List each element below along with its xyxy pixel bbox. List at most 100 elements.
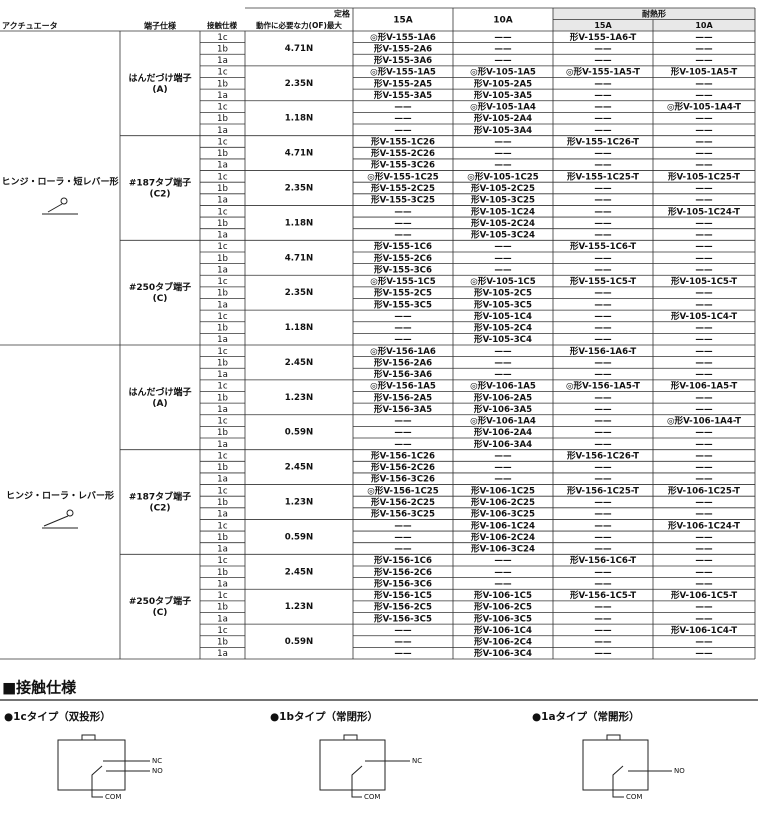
contact-cell: 1c [217, 451, 227, 461]
model-cell: —— [394, 417, 412, 427]
contact-cell: 1b [217, 568, 228, 578]
model-cell: 形V-155-1C26-T [567, 135, 639, 147]
contact-cell: 1b [217, 324, 228, 334]
contact-cell: 1c [217, 312, 227, 322]
model-cell: ◎形V-106-1A5 [470, 380, 536, 392]
model-cell: ◎形V-155-1A5-T [566, 66, 640, 78]
model-cell: 形V-105-3C4 [474, 333, 532, 345]
model-cell: —— [594, 463, 612, 473]
model-cell: —— [594, 545, 612, 555]
contact-cell: 1a [217, 545, 228, 555]
model-cell: —— [594, 91, 612, 101]
force-cell: 2.45N [285, 463, 313, 473]
model-cell: —— [695, 533, 713, 543]
model-cell: —— [695, 475, 713, 485]
model-cell: —— [494, 451, 512, 461]
model-cell: —— [695, 91, 713, 101]
model-cell: —— [695, 161, 713, 171]
contact-cell: 1a [217, 265, 228, 275]
contact-cell: 1c [217, 626, 227, 636]
model-cell: —— [394, 207, 412, 217]
model-cell: 形V-105-1C4 [474, 310, 532, 322]
model-cell: ◎形V-156-1A5-T [566, 380, 640, 392]
header-heat-15a: 15A [594, 21, 612, 30]
model-cell: —— [695, 638, 713, 648]
model-cell: 形V-155-3C5 [374, 298, 432, 310]
switch-contacts [91, 760, 150, 798]
model-cell: 形V-105-1C5-T [671, 275, 737, 287]
model-cell: ◎形V-155-1A6 [370, 31, 436, 43]
model-cell: —— [594, 312, 612, 322]
model-cell: —— [594, 79, 612, 89]
terminal-sub: (C) [153, 294, 168, 304]
model-cell: —— [594, 440, 612, 450]
model-cell: —— [494, 370, 512, 380]
contact-cell: 1b [217, 463, 228, 473]
model-cell: 形V-156-1C26-T [567, 449, 639, 461]
contact-cell: 1c [217, 207, 227, 217]
model-cell: 形V-106-1C5 [474, 589, 532, 601]
force-cell: 1.18N [285, 114, 313, 124]
force-cell: 2.35N [285, 184, 313, 194]
model-cell: 形V-156-1C26 [371, 449, 435, 461]
contact-cell: 1a [217, 231, 228, 241]
model-cell: —— [594, 56, 612, 66]
model-cell: —— [695, 44, 713, 54]
model-cell: ◎形V-106-1A4 [470, 415, 536, 427]
contact-cell: 1a [217, 196, 228, 206]
model-cell: 形V-156-2C5 [374, 601, 432, 613]
force-cell: 2.45N [285, 358, 313, 368]
model-cell: —— [695, 498, 713, 508]
contact-cell: 1b [217, 533, 228, 543]
header-15a: 15A [393, 16, 413, 26]
terminal-sub: (A) [152, 85, 167, 95]
switch-body [57, 734, 126, 791]
model-cell: 形V-105-2C4 [474, 322, 532, 334]
model-cell: ◎形V-105-1C5 [470, 275, 535, 287]
switch-contacts [612, 765, 672, 798]
model-cell: —— [594, 161, 612, 171]
contact-cell: 1b [217, 638, 228, 648]
model-cell: —— [594, 370, 612, 380]
contact-cell: 1a [217, 370, 228, 380]
terminal-label: はんだづけ端子 [128, 386, 191, 398]
model-cell: —— [695, 254, 713, 264]
actuator-label: ヒンジ・ローラ・短レバー形 [1, 176, 118, 188]
contact-cell: 1a [217, 335, 228, 345]
model-cell: —— [594, 184, 612, 194]
model-cell: —— [594, 428, 612, 438]
type-1b: ●1bタイプ（常閉形） NC COM [270, 710, 422, 801]
model-cell: 形V-105-1C24 [471, 205, 535, 217]
model-cell: 形V-105-1C4-T [671, 310, 737, 322]
model-cell: —— [594, 649, 612, 659]
contact-cell: 1c [217, 33, 227, 43]
model-cell: 形V-155-1C6-T [570, 240, 636, 252]
model-cell: 形V-106-1A5-T [671, 380, 738, 392]
model-cell: —— [494, 149, 512, 159]
model-cell: —— [594, 533, 612, 543]
model-cell: —— [594, 335, 612, 345]
model-cell: —— [695, 300, 713, 310]
model-cell: —— [695, 358, 713, 368]
model-cell: ◎形V-106-1A4-T [667, 415, 741, 427]
header-terminal: 端子仕様 [144, 21, 177, 31]
model-cell: —— [594, 300, 612, 310]
model-cell: 形V-155-1C5-T [570, 275, 636, 287]
contact-cell: 1c [217, 591, 227, 601]
model-cell: —— [594, 510, 612, 520]
force-cell: 1.18N [285, 323, 313, 333]
model-cell: —— [695, 126, 713, 136]
model-cell: —— [594, 626, 612, 636]
contact-cell: 1c [217, 103, 227, 113]
contact-cell: 1c [217, 347, 227, 357]
model-cell: —— [594, 417, 612, 427]
model-cell: —— [394, 626, 412, 636]
model-cell: 形V-106-1C25-T [668, 484, 740, 496]
force-cell: 1.18N [285, 218, 313, 228]
model-cell: 形V-156-1C6-T [570, 554, 636, 566]
model-cell: —— [695, 440, 713, 450]
terminal-com: COM [626, 793, 642, 801]
model-cell: —— [695, 428, 713, 438]
model-cell: ◎形V-105-1A4 [470, 101, 536, 113]
terminal-com: COM [105, 793, 121, 801]
